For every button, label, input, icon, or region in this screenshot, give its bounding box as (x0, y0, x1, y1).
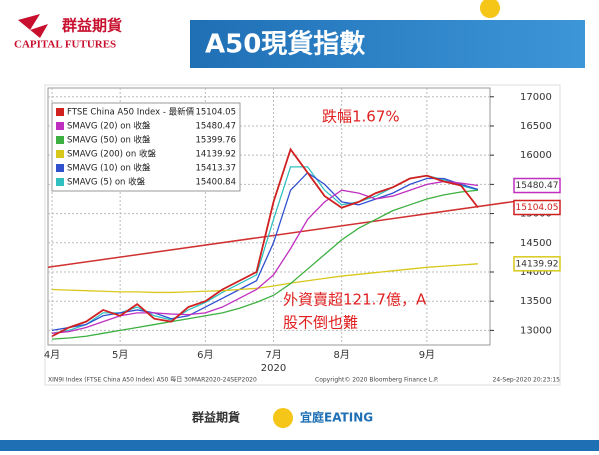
sun-icon (480, 0, 500, 18)
footer-brand2: 宜庭EATING (300, 410, 373, 425)
legend-swatch (56, 108, 64, 116)
source-mid: Copyright© 2020 Bloomberg Finance L.P. (315, 377, 439, 384)
legend-box (51, 102, 241, 192)
value-tag (513, 177, 561, 194)
series-line (51, 263, 479, 294)
legend-swatch (56, 136, 64, 144)
value-tag-label: 14139.92 (516, 259, 559, 269)
logo-icon (18, 14, 48, 38)
x-tick-label: 7月 (265, 349, 281, 361)
x-tick-label: 6月 (197, 349, 213, 361)
bottom-bar (0, 440, 599, 451)
footer-brand: 群益期貨 (191, 410, 240, 425)
value-tag (513, 199, 561, 216)
y-tick-label: 14500 (520, 238, 552, 249)
y-tick-label: 16000 (520, 150, 552, 161)
value-tag-label: 15480.47 (516, 181, 559, 191)
legend-label: SMAVG (5) on 收盤 (67, 177, 146, 188)
logo-name: 群益期貨 (62, 17, 122, 35)
series-line (51, 171, 479, 332)
x-tick-label: 9月 (419, 349, 435, 361)
legend-label: SMAVG (50) on 收盤 (67, 135, 151, 146)
series-line (51, 180, 479, 334)
legend-value: 15413.37 (195, 164, 236, 174)
y-tick-label: 13500 (520, 296, 552, 307)
x-tick-label: 4月 (44, 349, 60, 361)
legend-swatch (56, 150, 64, 158)
y-tick-label: 17000 (520, 92, 552, 103)
legend-label: FTSE China A50 Index - 最新價 (67, 107, 195, 118)
legend-value: 14139.92 (195, 150, 236, 160)
source-right: 24-Sep-2020 20:23:15 (493, 377, 561, 384)
legend-label: SMAVG (200) on 收盤 (67, 149, 156, 160)
slide-title: A50現貨指數 (205, 29, 365, 60)
title-banner (190, 20, 585, 68)
legend-value: 15400.84 (195, 178, 236, 188)
logo-sub: CAPITAL FUTURES (14, 39, 116, 51)
footer-sun (273, 408, 293, 428)
y-tick-label: 16500 (520, 121, 552, 132)
legend-swatch (56, 178, 64, 186)
x-year-label: 2020 (261, 363, 286, 374)
plot-area (47, 87, 491, 346)
legend-value: 15480.47 (195, 122, 236, 132)
legend-value: 15104.05 (195, 108, 236, 118)
annotation: 跌幅1.67% (322, 108, 400, 126)
y-tick-label: 13000 (520, 325, 552, 336)
annotation: 外資賣超121.7億，A (283, 291, 427, 309)
legend-swatch (56, 122, 64, 130)
legend-swatch (56, 164, 64, 172)
series-line (51, 189, 479, 340)
value-tag-label: 15104.05 (516, 203, 559, 213)
annotation: 股不倒也難 (283, 314, 358, 332)
legend-label: SMAVG (10) on 收盤 (67, 163, 151, 174)
legend-label: SMAVG (20) on 收盤 (67, 121, 151, 132)
trend-line (47, 199, 521, 269)
series-line (51, 147, 479, 338)
x-tick-label: 8月 (333, 349, 349, 361)
source-left: XIN9I Index (FTSE China A50 Index) A50 每… (48, 376, 257, 384)
value-tag (513, 256, 561, 272)
y-tick-label: 14000 (520, 267, 552, 278)
x-tick-label: 5月 (112, 349, 128, 361)
legend-value: 15399.76 (195, 136, 236, 146)
